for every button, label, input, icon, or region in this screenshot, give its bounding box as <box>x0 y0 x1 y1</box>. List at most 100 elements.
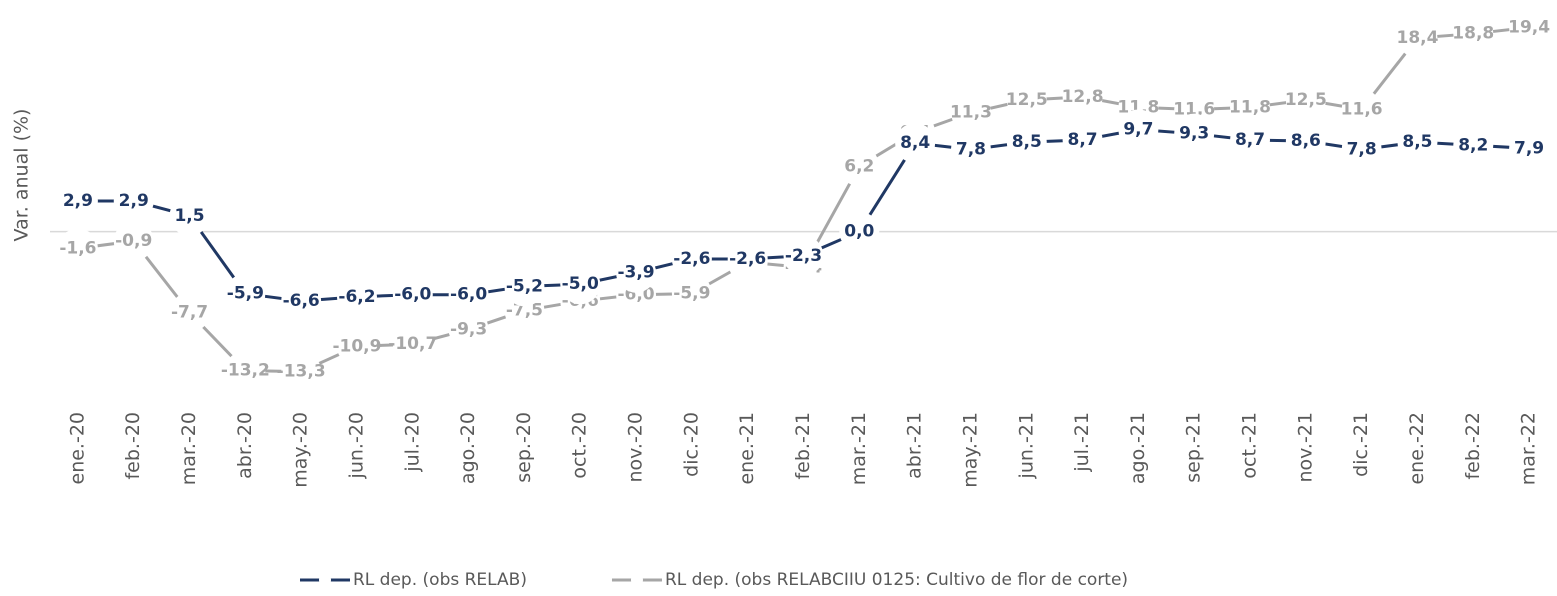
data-label-group: -5,9 <box>671 273 712 314</box>
data-label: 12,5 <box>1285 90 1327 110</box>
data-label-group: -2,3 <box>783 235 824 276</box>
data-label: 11,8 <box>1229 97 1271 117</box>
x-tick-label: ago.-20 <box>457 412 479 484</box>
legend-label: RL dep. (obs RELABCIIU 0125: Cultivo de … <box>665 570 1128 590</box>
label-bg <box>895 123 936 164</box>
data-label-group: 7,8 <box>950 129 991 170</box>
data-label-group: -2,6 <box>671 238 712 279</box>
data-label: -6,0 <box>450 285 487 305</box>
label-bg <box>950 92 991 133</box>
data-label: 8,7 <box>1068 130 1098 150</box>
x-tick-label: jul.-21 <box>1071 412 1093 473</box>
x-tick-label: oct.-20 <box>569 412 591 479</box>
x-tick-label: feb.-20 <box>122 412 144 480</box>
data-label: -0,9 <box>115 231 152 251</box>
data-label-group: 0,0 <box>839 211 880 252</box>
data-label-group: 19,4 <box>1508 7 1550 48</box>
x-tick-label: may.-20 <box>290 412 312 488</box>
label-bg <box>1062 120 1103 160</box>
label-bg <box>1397 17 1438 58</box>
label-bg <box>57 181 98 222</box>
legend-label: RL dep. (obs RELAB) <box>353 570 527 590</box>
label-bg <box>671 273 712 314</box>
data-label: 0,0 <box>844 222 874 242</box>
data-label-group: -6,2 <box>336 276 377 317</box>
data-label-group: 7,9 <box>1509 128 1550 169</box>
data-label: 8,4 <box>900 133 930 153</box>
label-bg <box>1285 80 1326 120</box>
data-label: -6,0 <box>394 285 431 305</box>
data-label-group: 11,8 <box>1229 87 1271 128</box>
data-label-group: -1,6 <box>57 228 98 269</box>
legend-marker <box>319 574 331 586</box>
data-label: 1,5 <box>174 206 204 226</box>
data-label-group: -5,2 <box>504 266 545 307</box>
label-bg <box>448 309 489 350</box>
label-bg <box>616 252 657 293</box>
data-label: 11,3 <box>950 103 992 123</box>
data-label-group: -10,9 <box>332 326 381 367</box>
data-label-group: -9,3 <box>448 309 489 350</box>
x-tick-label: nov.-21 <box>1294 412 1316 483</box>
label-bg <box>1341 89 1382 130</box>
data-label-group: -5,0 <box>560 264 601 305</box>
label-bg <box>448 274 489 315</box>
data-label-group: 12,5 <box>1006 80 1048 120</box>
data-label: -10,7 <box>388 334 437 354</box>
legend-marker <box>630 574 643 586</box>
data-label: 2,9 <box>119 191 149 211</box>
data-label: -13,3 <box>277 362 326 382</box>
label-bg <box>1453 125 1494 166</box>
data-label: 2,9 <box>63 191 93 211</box>
label-bg <box>225 350 266 391</box>
data-label-group: 7,8 <box>1341 129 1382 170</box>
label-bg <box>113 181 154 222</box>
data-label: 11,8 <box>1117 97 1159 117</box>
data-label: 12,8 <box>1062 87 1104 107</box>
label-bg <box>504 266 545 307</box>
data-label-group: 1,5 <box>169 195 210 236</box>
label-bg <box>392 324 433 365</box>
data-label: 8,2 <box>1458 135 1488 155</box>
label-bg <box>1285 121 1326 162</box>
x-tick-label: feb.-22 <box>1462 412 1484 480</box>
x-tick-label: sep.-20 <box>513 412 535 483</box>
data-label-group: -13,2 <box>221 350 270 391</box>
data-label-group: 11,6 <box>1341 89 1383 130</box>
data-label: -5,2 <box>506 276 543 296</box>
x-tick-label: jun.-21 <box>1015 412 1037 479</box>
data-label: -6,6 <box>283 291 320 311</box>
label-bg <box>113 221 154 262</box>
data-label-group: -6,6 <box>281 281 322 322</box>
data-label-group: 11,3 <box>950 92 992 133</box>
data-label-group: -0,9 <box>113 221 154 262</box>
label-bg <box>281 281 322 322</box>
data-label-group: 8,6 <box>1285 121 1326 162</box>
x-tick-label: dic.-21 <box>1350 412 1372 477</box>
label-bg <box>671 238 712 279</box>
label-bg <box>169 195 210 236</box>
x-tick-label: ago.-21 <box>1127 412 1149 484</box>
x-tick-label: mar.-22 <box>1518 412 1540 485</box>
x-tick-label: sep.-21 <box>1183 412 1205 483</box>
data-label: -5,0 <box>562 274 599 294</box>
data-label-group: 12,8 <box>1062 76 1104 117</box>
label-bg <box>1453 13 1494 54</box>
label-bg <box>1230 87 1271 128</box>
x-tick-label: dic.-20 <box>680 412 702 477</box>
data-label: -10,9 <box>332 336 381 356</box>
data-label-group: 2,9 <box>113 181 154 222</box>
data-label: -2,3 <box>785 246 822 266</box>
data-label-group: 18,8 <box>1452 13 1494 54</box>
data-label: -9,3 <box>450 319 487 339</box>
data-label: -6,2 <box>338 287 375 307</box>
data-label-group: -10,7 <box>388 324 437 365</box>
label-bg <box>1341 129 1382 170</box>
data-label: 6,2 <box>844 156 874 176</box>
x-tick-label: ene.-22 <box>1406 412 1428 485</box>
data-label-group: -13,3 <box>277 351 326 392</box>
data-label: 11,6 <box>1341 99 1383 119</box>
data-label: 19,4 <box>1508 17 1550 37</box>
label-bg <box>1509 7 1550 48</box>
